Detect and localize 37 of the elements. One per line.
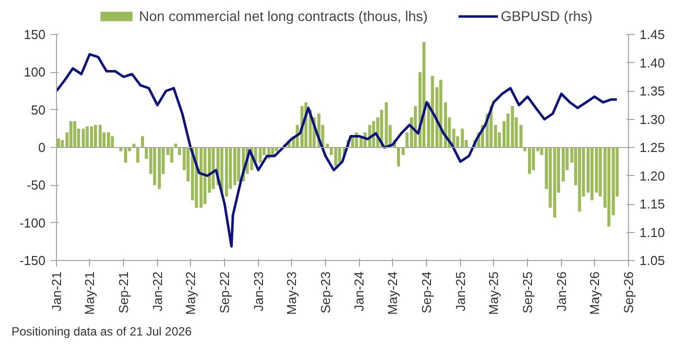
- x-tick-label: Sep-26: [621, 272, 636, 314]
- y2-tick-label: 1.15: [640, 196, 665, 212]
- x-tick-label: Jan-26: [554, 272, 569, 312]
- x-tick-label: Jan-21: [49, 272, 64, 312]
- y2-tick-label: 1.40: [640, 55, 665, 70]
- x-tick-label: Jan-23: [250, 272, 266, 312]
- y2-tick-label: 1.25: [640, 140, 665, 155]
- x-tick-label: Jan-22: [150, 272, 165, 312]
- x-tick-label: May-26: [586, 271, 602, 315]
- legend-label: GBPUSD (rhs): [500, 8, 592, 24]
- y2-tick-label: 1.20: [640, 168, 665, 184]
- y-tick-label: -50: [26, 178, 46, 193]
- x-tick-label: May-21: [82, 271, 98, 315]
- y2-tick-label: 1.45: [640, 27, 665, 42]
- x-tick-label: Sep-25: [520, 272, 536, 314]
- legend-label: Non commercial net long contracts (thous, lhs): [139, 8, 428, 24]
- x-tick-label: Jan-24: [352, 272, 367, 312]
- x-tick-label: May-22: [183, 271, 198, 315]
- y-tick-label: -100: [19, 215, 46, 230]
- x-tick-label: May-23: [284, 271, 299, 315]
- x-tick-label: Sep-22: [217, 272, 232, 314]
- y-tick-label: 0: [38, 140, 46, 155]
- y2-tick-label: 1.30: [640, 112, 665, 127]
- x-tick-label: May-24: [385, 271, 400, 315]
- text: Positioning data as of 21 Jul 2026: [12, 324, 192, 338]
- y2-tick-label: 1.35: [640, 84, 665, 98]
- x-tick-label: Sep-24: [419, 272, 434, 314]
- y-tick-label: 100: [24, 64, 46, 80]
- y-tick-label: 50: [31, 102, 46, 118]
- x-tick-label: Sep-21: [116, 272, 132, 314]
- x-tick-label: Sep-23: [318, 272, 333, 314]
- x-tick-label: Jan-25: [452, 272, 468, 312]
- y-tick-label: 150: [24, 27, 46, 42]
- y2-tick-label: 1.05: [640, 253, 665, 268]
- x-tick-label: May-25: [486, 271, 502, 315]
- y2-tick-label: 1.10: [640, 224, 665, 240]
- y-tick-label: -150: [19, 253, 46, 268]
